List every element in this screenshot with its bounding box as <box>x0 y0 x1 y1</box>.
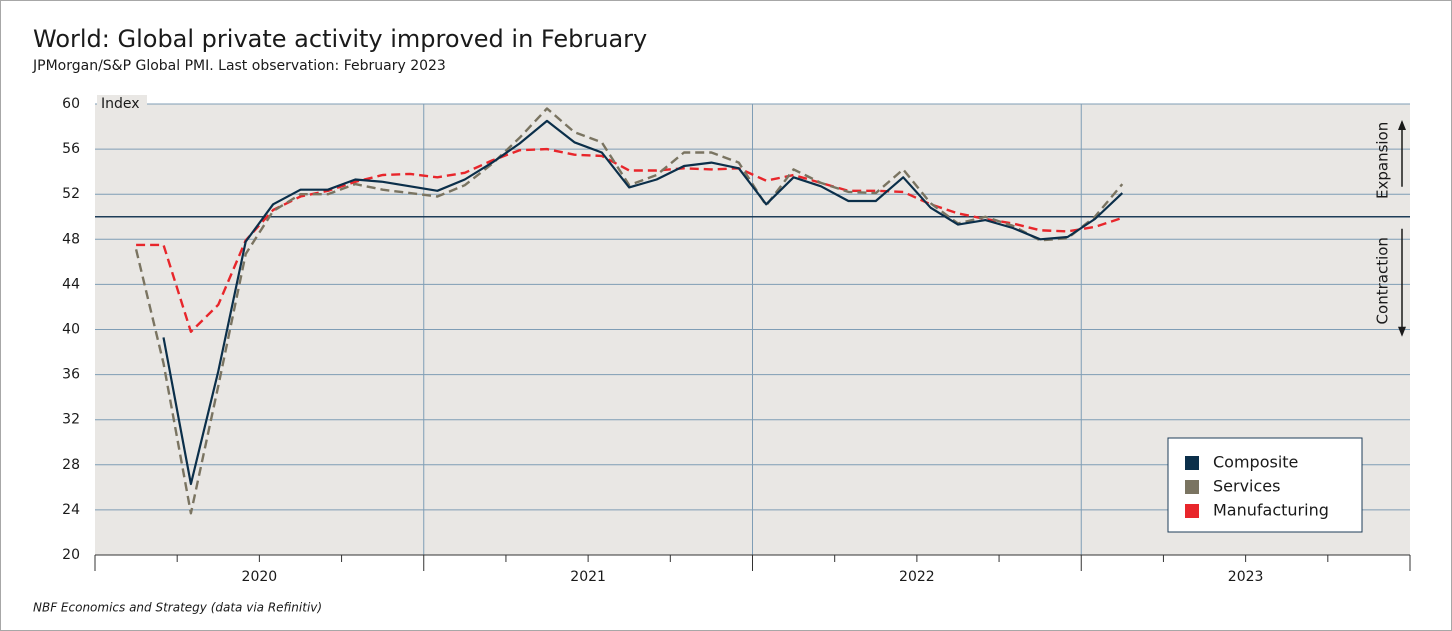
label-bg <box>97 95 147 113</box>
legend-label: Manufacturing <box>1213 501 1329 520</box>
y-tick-label: 48 <box>62 231 80 247</box>
y-tick-label: 28 <box>62 457 80 473</box>
y-axis-label: Index <box>101 96 140 112</box>
chart-subtitle: JPMorgan/S&P Global PMI. Last observatio… <box>32 58 446 74</box>
annotation: Expansion <box>1374 122 1392 199</box>
arrow-head <box>1398 120 1406 130</box>
legend-box <box>1167 437 1363 533</box>
y-tick-label: 56 <box>62 141 80 157</box>
y-tick-label: 32 <box>62 412 80 428</box>
series-line <box>162 119 1124 486</box>
y-tick-label: 40 <box>62 322 80 338</box>
legend-swatch <box>1185 480 1199 494</box>
series-line <box>136 147 1123 333</box>
legend-swatch <box>1185 504 1199 518</box>
y-tick-label: 52 <box>62 186 80 202</box>
y-tick-label: 44 <box>62 276 80 292</box>
x-tick-label: 2022 <box>899 569 935 585</box>
legend-swatch <box>1185 456 1199 470</box>
y-tick-label: 60 <box>62 96 80 112</box>
x-tick-label: 2020 <box>242 569 278 585</box>
y-tick-label: 20 <box>62 547 80 563</box>
y-tick-label: 36 <box>62 367 80 383</box>
x-tick-label: 2021 <box>570 569 606 585</box>
source: NBF Economics and Strategy (data via Ref… <box>33 601 322 615</box>
annotation: Contraction <box>1374 237 1392 324</box>
chart-title: World: Global private activity improved … <box>33 25 647 53</box>
y-tick-label: 24 <box>62 502 80 518</box>
legend-label: Services <box>1213 477 1280 496</box>
legend-label: Composite <box>1213 453 1298 472</box>
x-tick-label: 2023 <box>1228 569 1264 585</box>
arrow-head <box>1398 326 1406 337</box>
